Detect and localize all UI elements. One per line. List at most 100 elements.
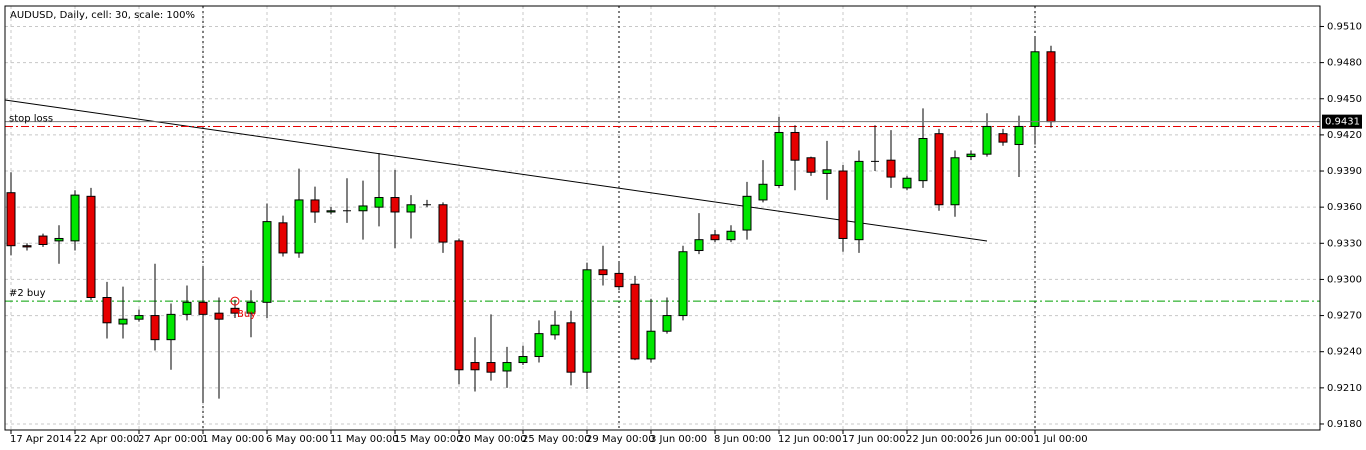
- x-tick-label: 26 Jun 00:00: [970, 434, 1034, 445]
- x-tick-label: 3 Jun 00:00: [650, 434, 707, 445]
- y-tick-label: 0.9420: [1327, 130, 1362, 141]
- x-tick-label: 17 Apr 2014: [10, 434, 72, 445]
- candle-body: [982, 125, 992, 155]
- candle-body: [678, 251, 688, 317]
- trend-line: [4, 99, 988, 242]
- candle-body: [182, 301, 192, 315]
- candle-body: [598, 269, 608, 276]
- x-tick-label: 29 May 00:00: [586, 434, 655, 445]
- candle-body: [950, 157, 960, 206]
- y-tick-label: 0.9390: [1327, 166, 1362, 177]
- order-marker-label: Buy: [237, 309, 256, 320]
- candle-body: [230, 307, 240, 314]
- y-tick-label: 0.9480: [1327, 58, 1362, 69]
- y-tick-label: 0.9330: [1327, 238, 1362, 249]
- y-tick-label: 0.9510: [1327, 21, 1362, 32]
- candle-body: [662, 315, 672, 332]
- y-tick-label: 0.9180: [1327, 419, 1362, 430]
- candle-body: [134, 315, 144, 320]
- candle-body: [918, 138, 928, 182]
- order-marker: [230, 296, 240, 306]
- candle-body: [646, 330, 656, 360]
- level-label: stop loss: [9, 113, 53, 124]
- candle-body: [934, 133, 944, 206]
- candle-body: [294, 199, 304, 254]
- candle-body: [838, 170, 848, 239]
- candle-body: [22, 245, 32, 248]
- y-tick-label: 0.9450: [1327, 94, 1362, 105]
- candle-body: [326, 210, 336, 213]
- candle-body: [566, 322, 576, 373]
- plot: [5, 36, 1320, 402]
- candle-body: [710, 234, 720, 241]
- x-tick-label: 22 Jun 00:00: [906, 434, 970, 445]
- x-tick-label: 17 Jun 00:00: [842, 434, 906, 445]
- y-tick-label: 0.9240: [1327, 347, 1362, 358]
- x-tick-label: 27 Apr 00:00: [138, 434, 203, 445]
- y-tick-label: 0.9300: [1327, 274, 1362, 285]
- candle-body: [54, 237, 64, 242]
- candle-body: [854, 160, 864, 241]
- level-label: #2 buy: [9, 288, 46, 299]
- candle-body: [694, 239, 704, 252]
- candle-body: [822, 169, 832, 174]
- candle-body: [726, 230, 736, 241]
- candle-body: [438, 204, 448, 243]
- candle-body: [262, 221, 272, 303]
- y-tick-label: 0.9210: [1327, 383, 1362, 394]
- candle-body: [1030, 51, 1040, 127]
- x-tick-label: 15 May 00:00: [394, 434, 463, 445]
- x-tick-label: 8 Jun 00:00: [714, 434, 771, 445]
- x-tick-label: 6 May 00:00: [266, 434, 328, 445]
- candle-body: [454, 240, 464, 371]
- x-tick-label: 22 Apr 00:00: [74, 434, 139, 445]
- candle-body: [966, 153, 976, 158]
- candle-body: [118, 318, 128, 325]
- candle-body: [246, 301, 256, 314]
- candle-body: [278, 222, 288, 254]
- last-price-box: [1322, 114, 1362, 129]
- last-price-label: 0.9431: [1325, 117, 1360, 128]
- candle-body: [406, 204, 416, 213]
- candle-body: [390, 197, 400, 213]
- candle-body: [502, 362, 512, 372]
- candle-body: [630, 283, 640, 360]
- candle-body: [38, 235, 48, 245]
- chart-title: AUDUSD, Daily, cell: 30, scale: 100%: [10, 10, 195, 21]
- x-tick-label: 1 Jul 00:00: [1034, 434, 1088, 445]
- candle-body: [358, 205, 368, 212]
- candle-body: [214, 312, 224, 320]
- candle-body: [758, 183, 768, 201]
- x-tick-label: 25 May 00:00: [522, 434, 591, 445]
- candle-body: [198, 301, 208, 315]
- candle-body: [374, 197, 384, 208]
- x-tick-label: 1 May 00:00: [202, 434, 264, 445]
- candle-body: [534, 333, 544, 358]
- candle-body: [150, 315, 160, 341]
- candle-body: [166, 313, 176, 341]
- candle-body: [6, 192, 16, 247]
- x-tick-label: 20 May 00:00: [458, 434, 527, 445]
- candle-body: [1014, 125, 1024, 146]
- candle-body: [614, 272, 624, 288]
- candle-body: [470, 362, 480, 371]
- candle-body: [518, 356, 528, 364]
- candle-body: [806, 157, 816, 173]
- candle-body: [70, 194, 80, 242]
- candle-body: [998, 133, 1008, 143]
- candle-body: [582, 269, 592, 373]
- candle-body: [790, 131, 800, 161]
- candle-body: [86, 195, 96, 298]
- y-tick-label: 0.9360: [1327, 202, 1362, 213]
- candle-body: [774, 131, 784, 186]
- candle-body: [902, 177, 912, 189]
- candle-body: [742, 195, 752, 231]
- candle-body: [102, 297, 112, 324]
- x-tick-label: 11 May 00:00: [330, 434, 399, 445]
- candle-body: [1046, 51, 1056, 123]
- candle-body: [550, 324, 560, 336]
- plot-frame: [4, 5, 1321, 431]
